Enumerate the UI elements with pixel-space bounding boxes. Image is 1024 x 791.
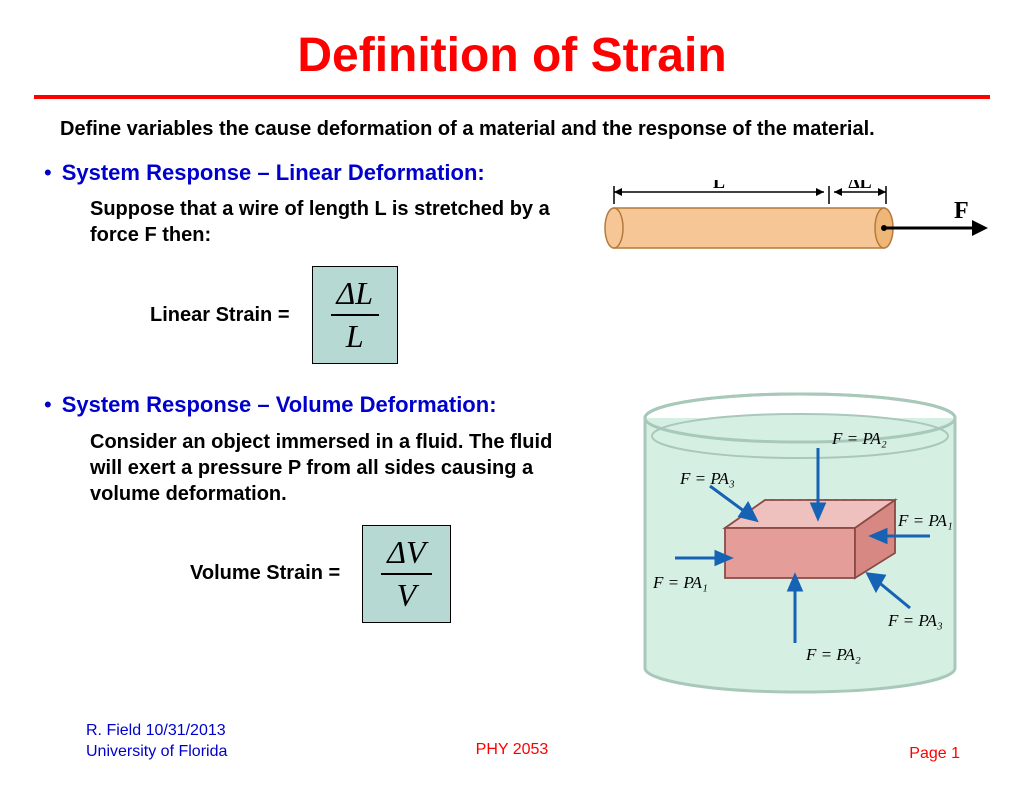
fluid-label-left-back: F = PA₃ [679,469,735,488]
volume-body: Consider an object immersed in a fluid. … [90,429,590,507]
bullet-volume-label: System Response – Volume Deformation: [62,392,497,418]
fluid-diagram: F = PA₂ F = PA₁ F = PA₃ F = PA₁ F = PA₃ … [620,378,980,708]
volume-formula-label: Volume Strain = [190,562,340,585]
footer: R. Field 10/31/2013 University of Florid… [0,720,1024,763]
linear-formula-label: Linear Strain = [150,304,290,327]
footer-institution: University of Florida [86,741,227,763]
footer-author: R. Field 10/31/2013 [86,720,227,742]
bullet-dot-icon: • [44,160,52,186]
linear-frac-top: ΔL [331,275,380,314]
wire-F-label: F [954,198,969,224]
linear-formula-row: Linear Strain = ΔL L [150,266,1024,364]
page-title: Definition of Strain [0,0,1024,95]
fluid-label-top: F = PA₂ [831,429,887,448]
fluid-label-right: F = PA₁ [897,511,953,530]
fluid-label-bottom: F = PA₂ [805,645,861,664]
wire-dL-label: ΔL [848,180,871,192]
footer-page: Page 1 [909,745,960,763]
bullet-dot-icon: • [44,392,52,418]
fluid-label-left-front: F = PA₁ [652,573,708,592]
bullet-linear-label: System Response – Linear Deformation: [62,160,485,186]
wire-diagram: L ΔL F [584,180,994,270]
linear-formula-box: ΔL L [312,266,399,364]
footer-left: R. Field 10/31/2013 University of Florid… [86,720,227,763]
intro-text: Define variables the cause deformation o… [60,117,964,142]
volume-frac-bot: V [391,575,423,614]
wire-L-label: L [713,180,725,192]
linear-body: Suppose that a wire of length L is stret… [90,196,550,248]
volume-frac-top: ΔV [381,534,431,573]
linear-frac-bot: L [340,316,370,355]
volume-formula-box: ΔV V [362,525,450,623]
fluid-label-bot-right: F = PA₃ [887,611,943,630]
title-underline [34,95,990,99]
footer-course: PHY 2053 [476,741,549,759]
